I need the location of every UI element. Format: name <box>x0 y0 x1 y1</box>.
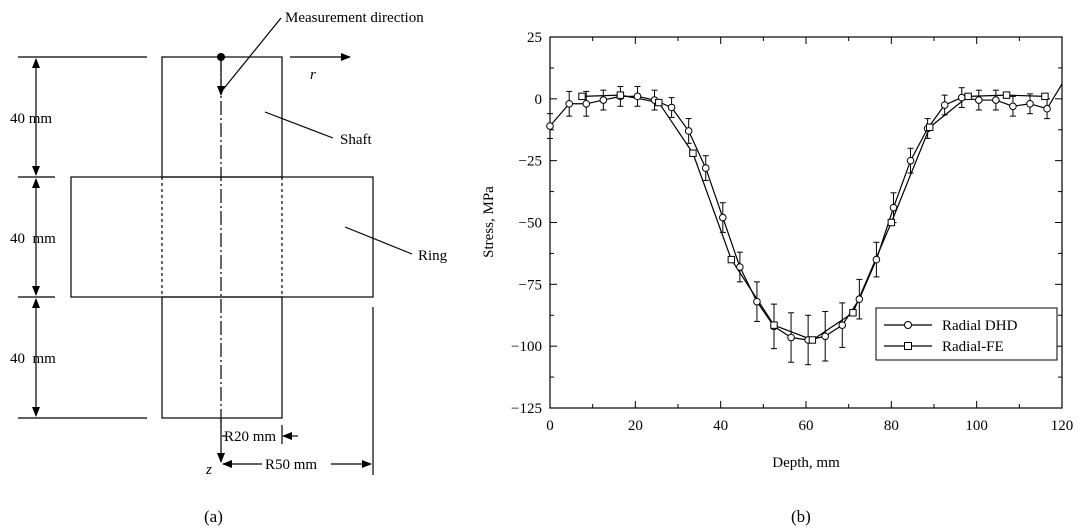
data-point-radial-fe <box>689 149 697 157</box>
data-point-radial-dhd <box>667 103 676 112</box>
measurement-leader <box>220 17 282 93</box>
data-point-radial-dhd <box>940 101 949 109</box>
data-point-radial-dhd <box>753 297 761 306</box>
ring-outline <box>70 176 374 298</box>
data-point-radial-fe <box>849 309 857 317</box>
r20-label: R20 mm <box>224 429 276 445</box>
series-line-radial-dhd <box>549 83 1063 341</box>
data-point-radial-dhd <box>1009 102 1017 111</box>
ring-label: Ring <box>418 248 448 264</box>
data-point-radial-fe <box>1002 91 1011 99</box>
caption-a: (a) <box>204 507 223 526</box>
y-tick-label: −125 <box>511 401 542 417</box>
legend-label-fe: Radial-FE <box>942 339 1004 355</box>
y-tick-label: 0 <box>535 92 543 108</box>
x-tick-label: 60 <box>799 418 814 434</box>
axis-ticks: 0 20 40 60 80 100 120 25 0 −25 −50 −75 −100 −125 <box>511 30 1073 434</box>
data-point-radial-fe <box>727 255 736 264</box>
data-point-radial-fe <box>887 218 896 227</box>
y-tick-label: −75 <box>519 277 542 293</box>
data-point-radial-dhd <box>872 255 881 264</box>
shaft-upper-outline <box>161 56 283 178</box>
y-axis-label: Stress, MPa <box>481 186 497 258</box>
measurement-start-dot <box>217 53 225 61</box>
data-point-radial-fe <box>926 123 934 131</box>
data-point-radial-dhd <box>582 99 591 108</box>
data-point-radial-dhd <box>565 99 574 108</box>
data-point-radial-dhd <box>889 203 898 212</box>
dimension-bottom-label: 40 mm <box>10 351 56 367</box>
y-tick-label: 25 <box>527 30 542 46</box>
x-tick-label: 80 <box>884 418 899 434</box>
legend-marker-fe <box>904 342 912 350</box>
data-point-radial-dhd <box>787 333 795 342</box>
data-point-radial-dhd <box>992 96 1000 104</box>
z-axis-label: z <box>205 462 212 478</box>
data-point-radial-dhd <box>906 156 915 165</box>
y-tick-label: −100 <box>511 339 542 355</box>
data-point-radial-dhd <box>633 92 642 101</box>
x-tick-label: 40 <box>713 418 728 434</box>
x-tick-label: 20 <box>628 418 643 434</box>
data-point-radial-fe <box>770 321 778 329</box>
x-tick-label: 120 <box>1051 418 1074 434</box>
shaft-leader <box>264 111 334 139</box>
x-tick-label: 0 <box>546 418 554 434</box>
caption-b: (b) <box>791 507 811 526</box>
y-tick-label: −50 <box>519 216 542 232</box>
x-axis-label: Depth, mm <box>772 455 840 471</box>
dimension-top-label: 40 mm <box>10 111 52 127</box>
series-group <box>546 83 1063 366</box>
data-point-radial-dhd <box>975 96 983 104</box>
data-point-radial-dhd <box>736 263 744 271</box>
shaft-label: Shaft <box>340 132 372 148</box>
legend-marker-dhd <box>904 321 912 329</box>
data-point-radial-dhd <box>1043 104 1051 113</box>
data-point-radial-fe <box>1041 92 1049 101</box>
data-point-radial-dhd <box>701 164 710 172</box>
data-point-radial-dhd <box>719 213 727 222</box>
y-tick-label: −25 <box>519 154 542 170</box>
stress-chart: 0 20 40 60 80 100 120 25 0 −25 −50 −75 −100 −125 Stre… <box>481 30 1073 471</box>
data-point-radial-dhd <box>957 93 966 102</box>
data-point-radial-dhd <box>855 295 864 303</box>
data-point-radial-fe <box>964 92 972 101</box>
legend: Radial DHD Radial-FE <box>875 307 1058 361</box>
data-point-radial-dhd <box>1026 99 1034 108</box>
ring-leader <box>344 226 413 255</box>
x-tick-label: 100 <box>965 418 988 434</box>
shaft-lower-outline <box>161 296 283 419</box>
shaft-ring-diagram <box>18 17 413 475</box>
data-point-radial-dhd <box>546 122 554 130</box>
data-point-radial-dhd <box>821 332 830 341</box>
r-axis-label: r <box>310 67 316 83</box>
dimension-middle-label: 40 mm <box>10 231 56 247</box>
data-point-radial-dhd <box>599 96 608 104</box>
data-point-radial-fe <box>578 92 586 101</box>
data-point-radial-fe <box>616 91 625 99</box>
data-point-radial-dhd <box>684 127 693 135</box>
measurement-direction-label: Measurement direction <box>285 10 424 26</box>
r50-label: R50 mm <box>265 457 317 473</box>
legend-label-dhd: Radial DHD <box>942 318 1018 334</box>
data-point-radial-dhd <box>838 321 847 329</box>
data-point-radial-fe <box>655 98 663 107</box>
legend-box <box>875 307 1058 361</box>
data-point-radial-fe <box>808 336 817 344</box>
series-line-radial-fe <box>581 94 1045 341</box>
